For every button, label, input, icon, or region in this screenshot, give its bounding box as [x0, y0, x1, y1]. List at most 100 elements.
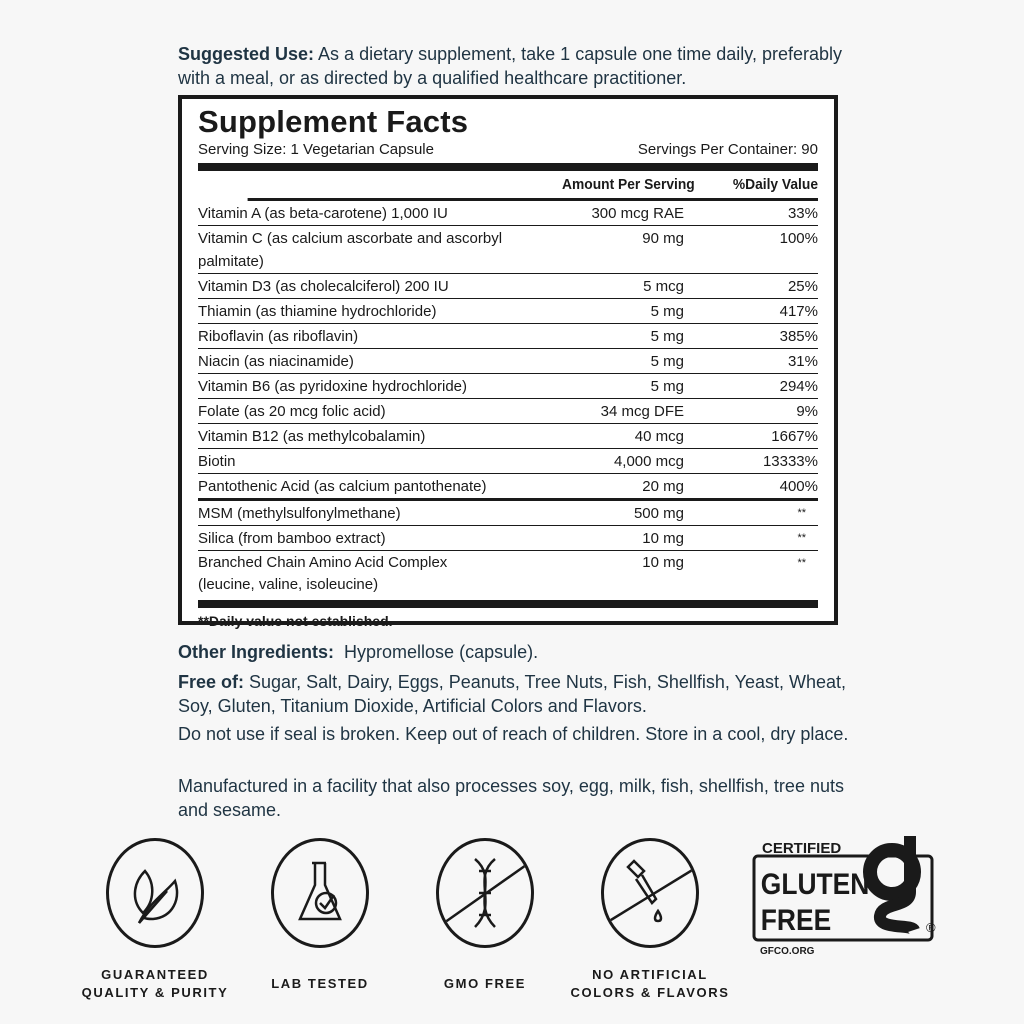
- other-ingredients: Other Ingredients: Hypromellose (capsule…: [178, 640, 858, 664]
- serving-size: Serving Size: 1 Vegetarian Capsule: [198, 141, 434, 158]
- badge-lab-tested: LAB TESTED: [235, 838, 405, 993]
- nutrient-dv: 33%: [787, 205, 818, 222]
- nutrient-dv: 100%: [779, 230, 818, 247]
- nutrient-row: MSM (methylsulfonylmethane) 500 mg **: [198, 501, 818, 526]
- free-of: Free of: Sugar, Salt, Dairy, Eggs, Peanu…: [178, 670, 858, 718]
- nutrient-amount: 4,000 mcg: [613, 453, 684, 470]
- nutrient-dv: 25%: [787, 278, 818, 295]
- free-of-label: Free of:: [178, 672, 245, 692]
- nutrient-name-text: Biotin: [198, 453, 236, 470]
- nutrient-dv: **: [797, 532, 806, 544]
- nutrient-name: MSM (methylsulfonylmethane): [198, 502, 534, 525]
- nutrient-row: Vitamin A (as beta-carotene) 1,000 IU 300…: [198, 201, 818, 226]
- badge-quality: GUARANTEED QUALITY & PURITY: [70, 838, 240, 1002]
- nutrient-name: Vitamin C (as calcium ascorbate and asco…: [198, 227, 534, 273]
- nutrient-amount: 5 mg: [650, 378, 684, 395]
- svg-text:®: ®: [926, 920, 936, 935]
- nutrient-dv: **: [797, 507, 806, 519]
- nutrient-name-text: Branched Chain Amino Acid Complex: [198, 554, 448, 571]
- nutrient-row: Vitamin B12 (as methylcobalamin) 40 mcg 16…: [198, 424, 818, 449]
- nutrient-name-text: Vitamin D3 (as cholecalciferol) 200 IU: [198, 278, 449, 295]
- nutrient-name-detail: (leucine, valine, isoleucine): [198, 576, 379, 593]
- nutrient-row: Biotin 4,000 mcg 13333%: [198, 449, 818, 474]
- nutrient-amount: 5 mg: [650, 353, 684, 370]
- divider: [198, 600, 818, 608]
- nutrient-dv: 9%: [796, 403, 818, 420]
- dropper-crossed-icon: [601, 838, 699, 948]
- nutrient-name-text: Folate (as 20 mcg folic acid): [198, 403, 386, 420]
- divider: [198, 163, 818, 171]
- free-of-text: Sugar, Salt, Dairy, Eggs, Peanuts, Tree …: [178, 672, 846, 716]
- leaf-icon: [106, 838, 204, 948]
- servings-per-container: Servings Per Container: 90: [637, 141, 818, 158]
- nutrient-dv: 31%: [787, 353, 818, 370]
- nutrient-name: Vitamin A (as beta-carotene) 1,000 IU: [198, 202, 534, 225]
- nutrient-name: Pantothenic Acid (as calcium pantothenat…: [198, 475, 534, 498]
- gluten-free-certified-logo: CERTIFIED GLUTEN FREE ® GFCO.ORG: [752, 832, 942, 962]
- nutrient-amount: 10 mg: [642, 530, 684, 547]
- nutrient-row: Pantothenic Acid (as calcium pantothenat…: [198, 474, 818, 498]
- col-dv: %Daily Value: [732, 176, 818, 193]
- nutrient-name: Silica (from bamboo extract): [198, 527, 534, 550]
- manufactured-note: Manufactured in a facility that also pro…: [178, 776, 844, 820]
- nutrient-name-text: Niacin (as niacinamide): [198, 353, 354, 370]
- badge-gmo-free: GMO FREE: [400, 838, 570, 993]
- nutrient-name: Folate (as 20 mcg folic acid): [198, 400, 534, 423]
- gf-free: FREE: [761, 902, 831, 936]
- suggested-use: Suggested Use: As a dietary supplement, …: [178, 42, 858, 90]
- nutrient-dv: 385%: [779, 328, 818, 345]
- nutrient-name: Thiamin (as thiamine hydrochloride): [198, 300, 534, 323]
- badge-label: LAB TESTED: [271, 976, 369, 991]
- nutrient-row: Vitamin C (as calcium ascorbate and asco…: [198, 226, 818, 274]
- gf-site: GFCO.ORG: [760, 946, 815, 957]
- nutrient-row: Folate (as 20 mcg folic acid) 34 mcg DFE 9…: [198, 399, 818, 424]
- gf-certified: CERTIFIED: [762, 840, 841, 857]
- nutrient-name-text: Pantothenic Acid (as calcium pantothenat…: [198, 478, 487, 495]
- nutrient-amount: 5 mg: [650, 328, 684, 345]
- other-ingredients-text: Hypromellose (capsule).: [344, 642, 539, 662]
- nutrient-name: Vitamin D3 (as cholecalciferol) 200 IU: [198, 275, 534, 298]
- seal-warning: Do not use if seal is broken. Keep out o…: [178, 724, 849, 744]
- nutrient-amount: 5 mcg: [643, 278, 684, 295]
- suggested-use-label: Suggested Use:: [178, 44, 315, 64]
- nutrient-row: Silica (from bamboo extract) 10 mg **: [198, 526, 818, 551]
- nutrient-name-text: Vitamin A (as beta-carotene) 1,000 IU: [198, 205, 448, 222]
- nutrient-amount: 40 mcg: [634, 428, 684, 445]
- nutrient-name-text: MSM (methylsulfonylmethane): [198, 505, 401, 522]
- nutrient-name: Niacin (as niacinamide): [198, 350, 534, 373]
- nutrient-amount: 10 mg: [642, 554, 684, 571]
- nutrient-name-text: Vitamin B12 (as methylcobalamin): [198, 428, 426, 445]
- nutrient-amount: 500 mg: [633, 505, 684, 522]
- nutrient-amount: 90 mg: [642, 230, 684, 247]
- nutrient-row: Vitamin D3 (as cholecalciferol) 200 IU 5 …: [198, 274, 818, 299]
- nutrient-row: Niacin (as niacinamide) 5 mg 31%: [198, 349, 818, 374]
- nutrient-name: Biotin: [198, 450, 534, 473]
- nutrient-name-text: Riboflavin (as riboflavin): [198, 328, 359, 345]
- badge-no-artificial: NO ARTIFICIAL COLORS & FLAVORS: [565, 838, 735, 1002]
- badge-label: NO ARTIFICIAL: [592, 967, 708, 982]
- nutrient-dv: 13333%: [762, 453, 818, 470]
- footnote: **Daily value not established.: [198, 613, 393, 629]
- nutrient-amount: 300 mcg RAE: [591, 205, 684, 222]
- other-ingredients-label: Other Ingredients:: [178, 642, 335, 662]
- nutrient-name-text: Silica (from bamboo extract): [198, 530, 386, 547]
- col-amount: Amount Per Serving: [562, 176, 695, 193]
- nutrient-name: Branched Chain Amino Acid Complex (leucin…: [198, 552, 534, 600]
- nutrient-name: Vitamin B12 (as methylcobalamin): [198, 425, 534, 448]
- nutrient-dv: 294%: [779, 378, 818, 395]
- divider: [198, 498, 818, 501]
- nutrient-dv: 417%: [779, 303, 818, 320]
- suggested-use-text: As a dietary supplement, take 1 capsule …: [178, 44, 842, 88]
- nutrient-dv: **: [797, 557, 806, 569]
- nutrient-dv: 1667%: [771, 428, 818, 445]
- nutrient-name-text: Vitamin C (as calcium ascorbate and asco…: [198, 230, 503, 270]
- nutrient-dv: 400%: [779, 478, 818, 495]
- nutrient-amount: 20 mg: [642, 478, 684, 495]
- flask-check-icon: [271, 838, 369, 948]
- nutrient-row: Riboflavin (as riboflavin) 5 mg 385%: [198, 324, 818, 349]
- nutrient-amount: 5 mg: [650, 303, 684, 320]
- badge-label: GUARANTEED: [101, 967, 209, 982]
- dna-crossed-icon: [436, 838, 534, 948]
- supplement-facts-panel: Supplement Facts Serving Size: 1 Vegetar…: [178, 95, 838, 629]
- nutrient-name: Vitamin B6 (as pyridoxine hydrochloride): [198, 375, 534, 398]
